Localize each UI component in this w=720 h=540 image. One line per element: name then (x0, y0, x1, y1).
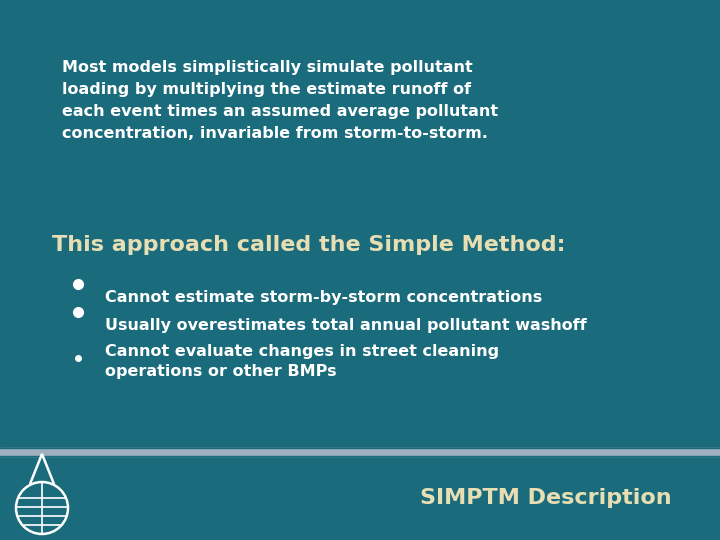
Text: loading by multiplying the estimate runoff of: loading by multiplying the estimate runo… (62, 82, 471, 97)
Text: This approach called the Simple Method:: This approach called the Simple Method: (52, 235, 565, 255)
Bar (0, 448, 720, 456)
Text: Most models simplistically simulate pollutant: Most models simplistically simulate poll… (62, 60, 473, 75)
Text: Cannot estimate storm-by-storm concentrations: Cannot estimate storm-by-storm concentra… (105, 290, 542, 305)
Text: operations or other BMPs: operations or other BMPs (105, 364, 337, 379)
Text: Cannot evaluate changes in street cleaning: Cannot evaluate changes in street cleani… (105, 344, 499, 359)
Text: each event times an assumed average pollutant: each event times an assumed average poll… (62, 104, 498, 119)
Text: Usually overestimates total annual pollutant washoff: Usually overestimates total annual pollu… (105, 318, 587, 333)
Text: concentration, invariable from storm-to-storm.: concentration, invariable from storm-to-… (62, 126, 488, 141)
Text: SIMPTM Description: SIMPTM Description (420, 488, 672, 508)
